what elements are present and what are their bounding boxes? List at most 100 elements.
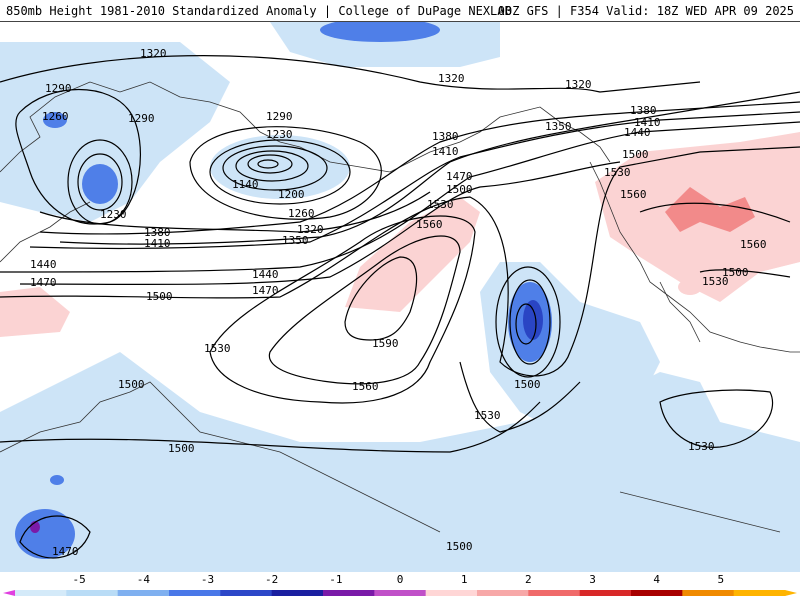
contour-label: 1260 bbox=[288, 207, 315, 220]
contour-1500-east bbox=[699, 269, 791, 278]
legend-tick: -5 bbox=[73, 573, 86, 586]
contour-label: 1410 bbox=[634, 116, 661, 129]
coastline-australia bbox=[0, 381, 441, 533]
contour-label: 1410 bbox=[432, 145, 459, 158]
legend-swatch bbox=[220, 590, 273, 596]
legend-swatch bbox=[631, 590, 683, 596]
contour-label: 1530 bbox=[474, 409, 501, 422]
contour-1500-south bbox=[0, 401, 541, 453]
contour-1440 bbox=[0, 121, 800, 273]
legend-swatch bbox=[733, 590, 786, 596]
negative-anomaly-top-core bbox=[320, 22, 440, 42]
legend-swatch bbox=[271, 590, 324, 596]
coastline-mexico-bottom bbox=[619, 491, 781, 533]
anomaly-shading bbox=[0, 22, 800, 572]
positive-anomaly-sw-small bbox=[678, 279, 702, 295]
legend-tick: -2 bbox=[265, 573, 278, 586]
contour-label: 1440 bbox=[30, 258, 57, 271]
contour-1560 bbox=[268, 235, 461, 385]
contour-label: 1500 bbox=[446, 183, 473, 196]
contour-label-group: 1320 1320 1320 1290 1260 1290 1290 1230 … bbox=[30, 47, 767, 558]
contour-1500 bbox=[0, 146, 800, 377]
model-run-info: 00Z GFS | F354 Valid: 18Z WED APR 09 202… bbox=[497, 4, 794, 18]
contour-label: 1320 bbox=[297, 223, 324, 236]
contour-label: 1530 bbox=[427, 198, 454, 211]
negative-anomaly-sw bbox=[15, 509, 75, 559]
contour-1530-south bbox=[459, 361, 581, 433]
contour-label: 1290 bbox=[266, 110, 293, 123]
contour-label: 1560 bbox=[740, 238, 767, 251]
contour-1230b bbox=[77, 153, 123, 211]
contour-label: 1380 bbox=[630, 104, 657, 117]
legend-tick: 5 bbox=[718, 573, 725, 586]
contour-label: 1380 bbox=[144, 226, 171, 239]
contour-label: 1500 bbox=[722, 266, 749, 279]
contour-label: 1470 bbox=[252, 284, 279, 297]
legend-min-arrow bbox=[3, 590, 15, 596]
contour-1560-east bbox=[639, 202, 791, 223]
contour-1320b bbox=[39, 191, 431, 233]
legend-tick: -1 bbox=[329, 573, 342, 586]
contour-1530 bbox=[209, 215, 476, 404]
contour-1470-sw bbox=[19, 515, 91, 559]
legend-tick: 0 bbox=[397, 573, 404, 586]
contour-label: 1320 bbox=[140, 47, 167, 60]
contour-label: 1590 bbox=[372, 337, 399, 350]
legend-swatch bbox=[682, 590, 735, 596]
contour-1200 bbox=[235, 150, 309, 182]
legend-swatch bbox=[117, 590, 170, 596]
contour-label: 1530 bbox=[702, 275, 729, 288]
contour-label: 1560 bbox=[416, 218, 443, 231]
contour-label: 1290 bbox=[45, 82, 72, 95]
map-header: 850mb Height 1981-2010 Standardized Anom… bbox=[0, 0, 800, 22]
contour-label: 1530 bbox=[204, 342, 231, 355]
contour-label: 1500 bbox=[118, 378, 145, 391]
legend-tick: 1 bbox=[461, 573, 468, 586]
legend-swatch bbox=[374, 590, 427, 596]
contour-label: 1320 bbox=[565, 78, 592, 91]
contour-1380 bbox=[39, 101, 800, 235]
coastline-japan bbox=[0, 201, 91, 263]
negative-anomaly-nw-core bbox=[43, 112, 67, 128]
contour-1410 bbox=[29, 111, 800, 249]
contour-label: 1440 bbox=[624, 126, 651, 139]
negative-anomaly-nw bbox=[0, 42, 230, 222]
contour-1230a bbox=[222, 145, 328, 191]
contour-1590 bbox=[344, 256, 418, 341]
coastline-north-america bbox=[589, 161, 800, 353]
contour-1320 bbox=[0, 55, 701, 93]
contour-label: 1530 bbox=[604, 166, 631, 179]
legend-tick-labels: -5 -4 -3 -2 -1 0 1 2 3 4 5 bbox=[73, 573, 725, 586]
contour-1470 bbox=[19, 161, 621, 286]
legend-color-bar bbox=[3, 590, 797, 596]
legend-swatch bbox=[579, 590, 632, 596]
contour-label: 1560 bbox=[620, 188, 647, 201]
contour-label: 1320 bbox=[438, 72, 465, 85]
contour-label: 1140 bbox=[232, 178, 259, 191]
contour-label: 1470 bbox=[30, 276, 57, 289]
negative-anomaly-low-core bbox=[82, 164, 118, 204]
anomaly-legend: -5 -4 -3 -2 -1 0 1 2 3 4 5 bbox=[0, 572, 800, 600]
contour-label: 1410 bbox=[144, 237, 171, 250]
contour-1350 bbox=[59, 91, 800, 245]
contour-trough-3 bbox=[515, 303, 537, 345]
contour-1140 bbox=[257, 159, 279, 169]
contour-label: 1500 bbox=[514, 378, 541, 391]
contour-label: 1530 bbox=[688, 440, 715, 453]
contour-label: 1560 bbox=[352, 380, 379, 393]
contour-label: 1500 bbox=[168, 442, 195, 455]
positive-anomaly-ridge bbox=[345, 197, 480, 312]
contour-1170 bbox=[247, 154, 293, 174]
contour-label: 1350 bbox=[545, 120, 572, 133]
legend-swatch bbox=[528, 590, 581, 596]
contour-label: 1500 bbox=[622, 148, 649, 161]
anomaly-map: 1320 1320 1320 1290 1260 1290 1290 1230 … bbox=[0, 22, 800, 572]
contour-trough-1 bbox=[509, 279, 551, 365]
legend-swatch bbox=[425, 590, 478, 596]
legend-swatch bbox=[66, 590, 119, 596]
positive-anomaly-east-core bbox=[665, 187, 755, 232]
legend-swatch bbox=[15, 590, 67, 596]
legend-swatch bbox=[323, 590, 375, 596]
height-contours bbox=[0, 55, 800, 559]
contour-1530-east bbox=[659, 389, 774, 448]
